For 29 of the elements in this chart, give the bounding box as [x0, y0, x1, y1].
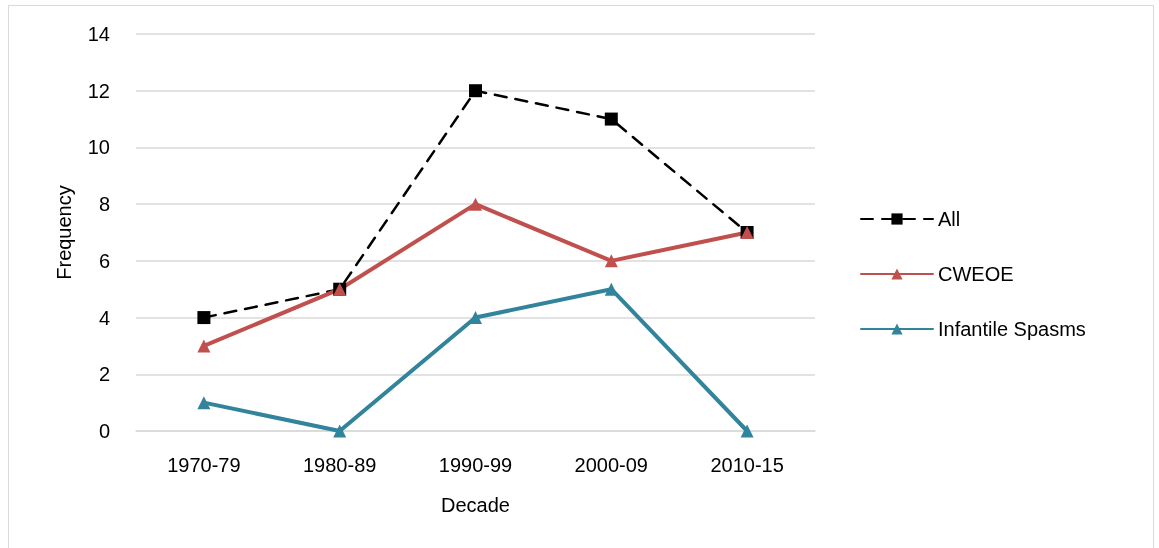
- y-tick-label: 4: [98, 306, 110, 329]
- y-tick-label: 0: [98, 420, 110, 442]
- y-tick-label: 14: [87, 23, 110, 45]
- point: [469, 311, 482, 325]
- point: [197, 339, 211, 353]
- legend-label: Infantile Spasms: [938, 318, 1086, 340]
- x-tick-label: 2010-15: [710, 454, 784, 476]
- y-tick-label: 12: [87, 79, 110, 102]
- y-tick-label: 10: [87, 136, 110, 159]
- point: [604, 282, 618, 296]
- x-tick-label: 2000-09: [574, 454, 648, 476]
- point: [333, 424, 347, 438]
- point: [469, 84, 482, 98]
- point: [469, 197, 482, 211]
- point: [740, 424, 754, 438]
- legend-label: CWEOE: [938, 263, 1014, 285]
- x-tick-label: 1990-99: [438, 454, 513, 476]
- x-tick-label: 1980-89: [303, 454, 377, 476]
- x-axis-title: Decade: [441, 494, 510, 516]
- y-tick-label: 8: [98, 193, 110, 216]
- x-tick-label: 1970-79: [167, 454, 241, 476]
- y-axis-title: Frequency: [53, 185, 75, 280]
- point: [604, 254, 618, 268]
- y-tick-label: 2: [98, 363, 110, 386]
- legend-label: All: [938, 208, 961, 230]
- y-tick-label: 6: [98, 249, 110, 272]
- point: [197, 396, 211, 410]
- point: [197, 311, 211, 325]
- point: [604, 112, 618, 126]
